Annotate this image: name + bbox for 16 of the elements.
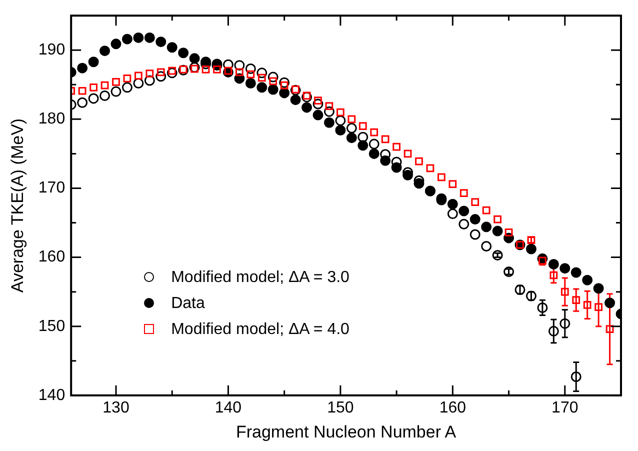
- legend-label: Modified model; ΔA = 4.0: [171, 321, 350, 340]
- y-tick-label: 150: [38, 318, 66, 335]
- y-tick-label: 180: [38, 110, 66, 128]
- y-tick-label: 170: [38, 180, 66, 197]
- y-tick-label: 190: [38, 42, 66, 59]
- legend-label: Data: [171, 295, 205, 314]
- x-tick-label: 140: [214, 399, 242, 416]
- x-tick-label: 130: [102, 399, 130, 416]
- y-tick-label: 160: [38, 248, 66, 266]
- x-tick-label: 160: [439, 399, 466, 416]
- y-axis-title: Average TKE(A) (MeV): [8, 118, 27, 293]
- legend-label: Modified model; ΔA = 3.0: [171, 269, 350, 288]
- x-tick-label: 170: [552, 399, 578, 416]
- x-tick-label: 150: [327, 399, 354, 416]
- x-axis-title: Fragment Nucleon Number A: [236, 422, 457, 442]
- y-tick-label: 140: [38, 386, 66, 404]
